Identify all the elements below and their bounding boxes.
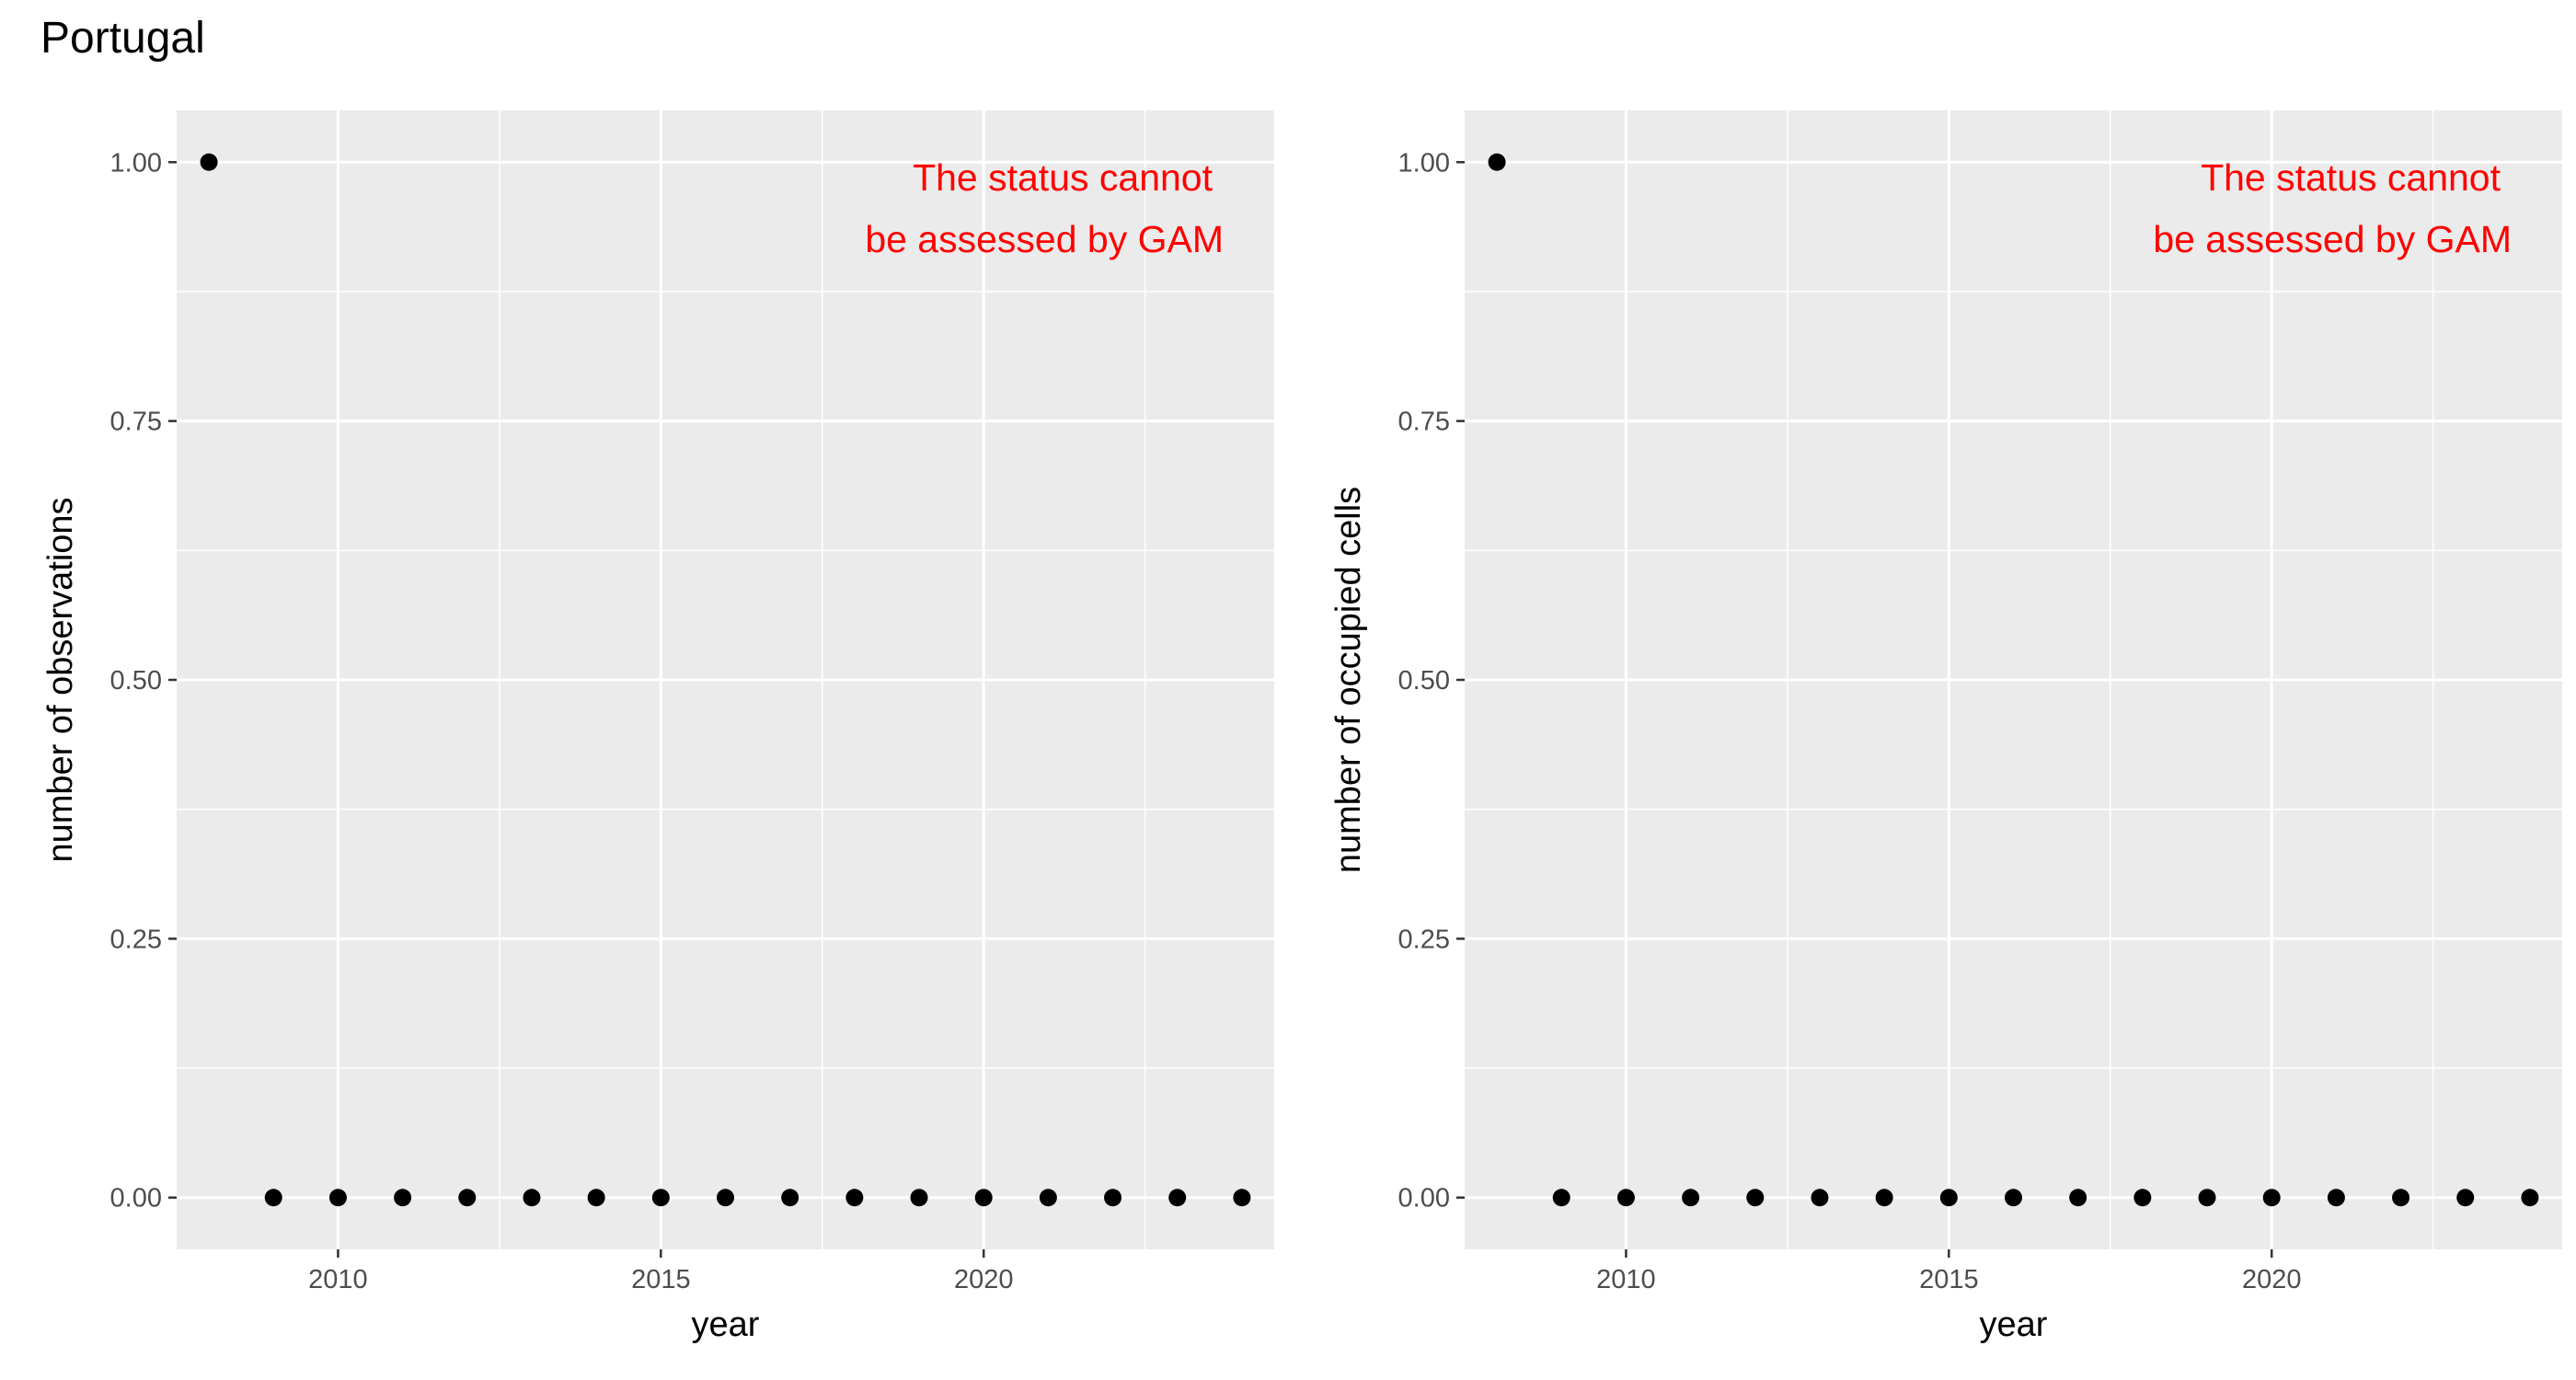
x-tick-label: 2020 [954,1265,1014,1294]
y-tick-label: 0.00 [110,1184,162,1213]
data-point [910,1189,928,1207]
data-point [1811,1189,1829,1207]
y-tick-label: 0.50 [110,666,162,696]
y-axis-title: number of observations [41,497,80,862]
data-point [1552,1189,1570,1207]
status-note-line: be assessed by GAM [865,218,1224,260]
data-point [1746,1189,1765,1207]
data-point [1233,1189,1251,1207]
data-point [2198,1189,2216,1207]
data-point [328,1189,347,1207]
data-point [2133,1189,2152,1207]
y-tick-label: 0.75 [1398,408,1450,437]
status-note-line: The status cannot [2201,156,2501,199]
data-point [523,1189,541,1207]
y-tick-label: 0.25 [1398,925,1450,954]
x-axis-title: year [1980,1305,2048,1344]
data-point [651,1189,670,1207]
data-point [845,1189,864,1207]
data-point [1168,1189,1187,1207]
data-point [2521,1189,2539,1207]
data-point [2456,1189,2475,1207]
data-point [394,1189,412,1207]
y-tick-label: 0.25 [110,925,162,954]
data-point [1939,1189,1958,1207]
data-point [264,1189,282,1207]
x-tick-label: 2015 [1919,1265,1979,1294]
data-point [1039,1189,1057,1207]
data-point [1104,1189,1122,1207]
data-point [587,1189,605,1207]
x-tick-label: 2020 [2242,1265,2302,1294]
x-tick-label: 2010 [1596,1265,1656,1294]
status-note-line: The status cannot [913,156,1213,199]
data-point [2262,1189,2281,1207]
x-tick-label: 2015 [631,1265,691,1294]
data-point [2069,1189,2087,1207]
y-tick-label: 1.00 [1398,148,1450,178]
data-point [1682,1189,1700,1207]
data-point [1616,1189,1635,1207]
data-point [2327,1189,2345,1207]
data-point [2392,1189,2410,1207]
y-axis-title: number of occupied cells [1329,487,1368,873]
x-tick-label: 2010 [308,1265,368,1294]
page-title: Portugal [40,14,205,63]
data-point [1875,1189,1893,1207]
observations-chart: 0.00 0.25 0.50 0.75 1.00 2010 2015 2020 year numb… [41,110,1274,1344]
y-tick-label: 0.00 [1398,1184,1450,1213]
data-point [458,1189,477,1207]
data-point [2005,1189,2022,1207]
y-tick-label: 0.75 [110,408,162,437]
occupied-cells-chart: 0.00 0.25 0.50 0.75 1.00 2010 2015 2020 year numb… [1329,110,2562,1344]
x-axis-title: year [692,1305,760,1344]
data-point [717,1189,734,1207]
y-tick-label: 0.50 [1398,666,1450,696]
status-note-line: be assessed by GAM [2153,218,2512,260]
data-point [974,1189,993,1207]
data-point [781,1189,799,1207]
data-point [1488,153,1506,171]
data-point [200,153,218,171]
y-tick-label: 1.00 [110,148,162,178]
